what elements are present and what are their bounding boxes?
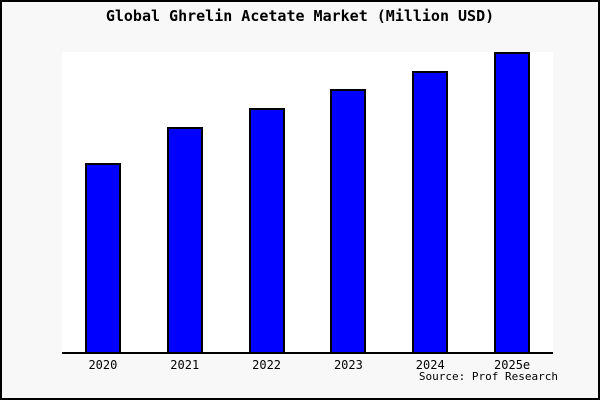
- x-tick-labels: 2020 2021 2022 2023 2024 2025e: [62, 358, 553, 374]
- bar-2023: [330, 88, 367, 352]
- bar-2020: [84, 163, 121, 352]
- x-tick-2020: 2020: [88, 358, 118, 372]
- x-tick-2022: 2022: [252, 358, 282, 372]
- bar-2025e: [494, 52, 531, 352]
- x-tick-2021: 2021: [170, 358, 200, 372]
- source-label: Source: Prof Research: [418, 370, 558, 383]
- x-tick-2024: 2024: [415, 358, 445, 372]
- bar-2021: [166, 127, 203, 352]
- chart-title: Global Ghrelin Acetate Market (Million U…: [105, 7, 495, 25]
- bar-2022: [248, 108, 285, 352]
- bar-2024: [412, 70, 449, 352]
- x-tick-2025e: 2025e: [494, 358, 531, 372]
- plot-area: [62, 52, 553, 354]
- x-tick-2023: 2023: [333, 358, 363, 372]
